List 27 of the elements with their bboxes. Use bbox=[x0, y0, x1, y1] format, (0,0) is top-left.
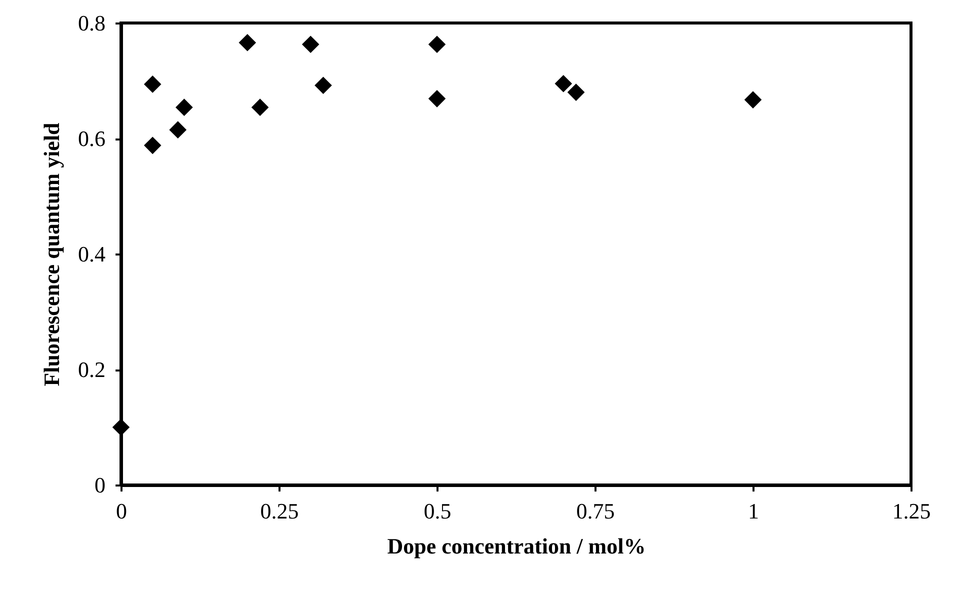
y-tick-label: 0.4 bbox=[78, 242, 106, 266]
point bbox=[567, 84, 585, 101]
point bbox=[428, 36, 446, 54]
point bbox=[238, 34, 256, 52]
x-tick-label: 0.25 bbox=[260, 498, 299, 524]
point bbox=[554, 74, 572, 92]
point bbox=[744, 91, 762, 108]
y-tick-label: 0.2 bbox=[78, 357, 106, 382]
x-axis-title: Dope concentration / mol% bbox=[387, 534, 646, 558]
point bbox=[144, 76, 162, 93]
point bbox=[144, 136, 162, 154]
point bbox=[314, 76, 332, 94]
point bbox=[169, 121, 187, 138]
y-axis-title: Fluorescence quantum yield bbox=[39, 122, 64, 386]
x-tick-label: 0 bbox=[116, 498, 127, 524]
point bbox=[302, 36, 320, 54]
y-tick-label: 0 bbox=[94, 472, 106, 498]
point bbox=[428, 90, 446, 108]
y-tick-label: 0.6 bbox=[78, 126, 106, 151]
x-tick-label: 0.75 bbox=[576, 498, 615, 524]
x-tick-label: 1 bbox=[748, 498, 759, 524]
y-tick-label: 0.8 bbox=[78, 10, 106, 36]
x-tick-label: 1.25 bbox=[892, 498, 931, 524]
point bbox=[176, 98, 193, 116]
x-tick-label: 0.5 bbox=[424, 498, 452, 524]
point bbox=[112, 418, 130, 436]
point bbox=[251, 98, 269, 116]
